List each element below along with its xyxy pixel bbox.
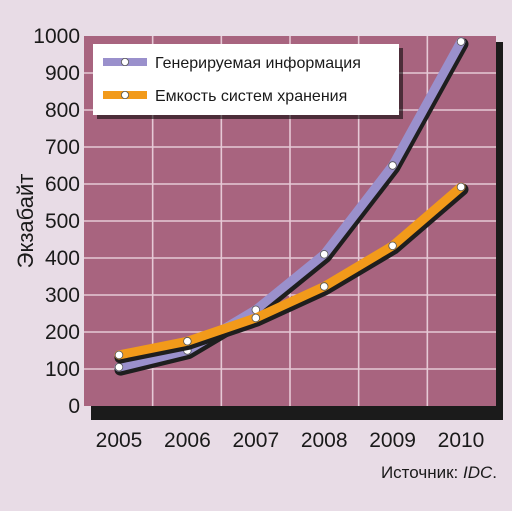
y-tick-label: 100 <box>45 358 80 381</box>
data-point <box>251 313 260 323</box>
y-tick-label: 0 <box>68 395 80 418</box>
data-point <box>320 282 329 291</box>
y-axis-ticks: 0 100 200 300 400 500 600 700 800 900 1000 <box>33 25 80 418</box>
series-layer <box>114 37 469 376</box>
x-tick-label: 2009 <box>369 429 416 452</box>
legend-label-1: Генерируемая информация <box>155 55 361 72</box>
y-tick-label: 300 <box>45 284 80 307</box>
y-tick-label: 700 <box>45 136 80 159</box>
source-suffix: . <box>492 463 497 482</box>
data-point <box>456 182 466 192</box>
y-tick-label: 900 <box>45 62 80 85</box>
series-line <box>114 37 466 372</box>
y-tick-label: 500 <box>45 210 80 233</box>
legend-label-2: Емкость систем хранения <box>155 88 347 105</box>
series-2 <box>114 182 469 364</box>
y-axis-label: Экзабайт <box>13 174 38 269</box>
y-tick-label: 1000 <box>33 25 80 48</box>
x-axis-ticks: 2005 2006 2007 2008 2009 2010 <box>96 429 485 452</box>
legend-marker-2 <box>121 91 130 100</box>
source-note: Источник: IDC. <box>381 463 497 482</box>
legend-entry-2: Емкость систем хранения <box>103 88 347 105</box>
data-point <box>183 337 192 346</box>
legend-marker-1 <box>121 58 130 67</box>
x-tick-label: 2005 <box>96 429 143 452</box>
x-tick-label: 2006 <box>164 429 211 452</box>
series-line <box>114 182 466 360</box>
legend-box <box>93 44 399 115</box>
x-tick-label: 2010 <box>438 429 485 452</box>
data-point <box>320 250 329 259</box>
legend: Генерируемая информация Емкость систем х… <box>93 44 399 115</box>
data-point <box>114 362 124 372</box>
y-tick-label: 600 <box>45 173 80 196</box>
x-tick-label: 2007 <box>232 429 279 452</box>
source-name: IDC <box>463 463 493 482</box>
source-label: Источник: <box>381 463 463 482</box>
series-1 <box>114 37 469 376</box>
y-tick-label: 800 <box>45 99 80 122</box>
data-point <box>456 37 466 46</box>
y-tick-label: 400 <box>45 247 80 270</box>
y-tick-label: 200 <box>45 321 80 344</box>
data-point <box>114 350 124 360</box>
data-point <box>388 241 397 250</box>
data-point <box>388 161 397 170</box>
x-tick-label: 2008 <box>301 429 348 452</box>
legend-entry-1: Генерируемая информация <box>103 55 361 72</box>
